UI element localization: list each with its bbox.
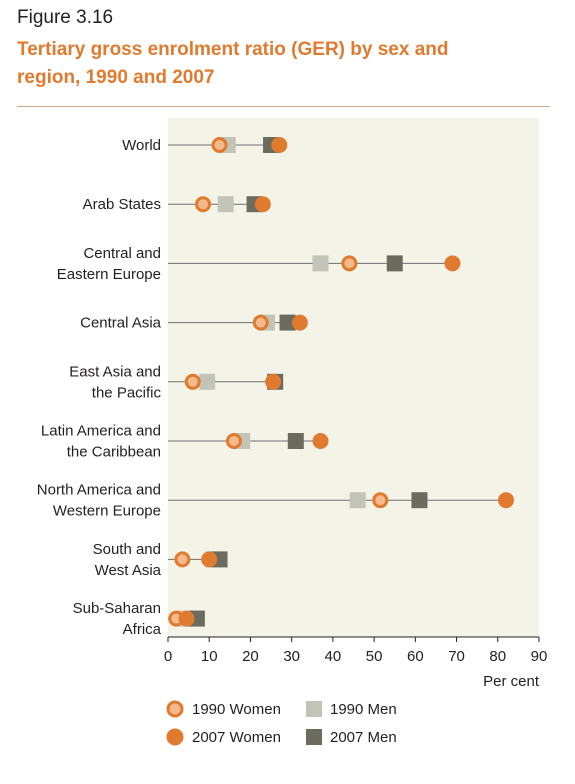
marker-1990-women-arab-states	[195, 196, 212, 213]
x-tick-label-70: 70	[448, 648, 465, 665]
legend-item-2007-men: 2007 Men	[302, 727, 397, 747]
x-tick-label-30: 30	[283, 648, 300, 665]
x-tick-label-40: 40	[325, 648, 342, 665]
marker-1990-men-east-asia-and-the-pacific	[199, 373, 216, 390]
category-label-world: World	[122, 137, 161, 154]
chart-title-line-1: Tertiary gross enrolment ratio (GER) by …	[17, 39, 449, 60]
marker-2007-women-east-asia-and-the-pacific	[265, 373, 282, 390]
x-tick-label-0: 0	[164, 648, 172, 665]
title-divider	[17, 106, 550, 107]
marker-1990-women-central-and-eastern-europe	[341, 255, 358, 272]
x-tick-label-80: 80	[489, 648, 506, 665]
category-label-north-america-and-western-europe-1: North America and	[37, 482, 161, 499]
legend-label-2007-men: 2007 Men	[330, 728, 397, 746]
legend-symbol-1990-women	[166, 700, 184, 718]
marker-1990-men-central-and-eastern-europe	[312, 255, 329, 272]
marker-2007-women-arab-states	[254, 196, 271, 213]
legend-symbol-1990-men	[306, 701, 322, 717]
figure-label: Figure 3.16	[17, 7, 114, 28]
marker-2007-women-central-and-eastern-europe	[444, 255, 461, 272]
category-label-east-asia-and-the-pacific-2: the Pacific	[92, 384, 162, 401]
marker-2007-women-sub-saharan-africa	[178, 610, 195, 627]
marker-2007-men-central-asia	[279, 314, 296, 331]
category-label-latin-america-and-the-caribbean-2: the Caribbean	[67, 444, 161, 461]
marker-1990-women-world	[211, 137, 228, 153]
category-label-north-america-and-western-europe-2: Western Europe	[53, 503, 161, 520]
marker-2007-women-latin-america-and-the-caribbean	[312, 433, 329, 449]
marker-1990-women-east-asia-and-the-pacific	[184, 373, 201, 390]
legend-symbol-2007-men	[306, 729, 322, 745]
marker-2007-women-world	[271, 137, 288, 153]
category-label-sub-saharan-africa-1: Sub-Saharan	[73, 600, 161, 617]
category-label-east-asia-and-the-pacific-1: East Asia and	[69, 363, 161, 380]
marker-2007-women-north-america-and-western-europe	[498, 492, 515, 509]
category-label-arab-states: Arab States	[83, 196, 161, 213]
marker-2007-men-north-america-and-western-europe	[411, 492, 428, 509]
category-label-sub-saharan-africa-2: Africa	[123, 621, 162, 638]
x-tick-label-50: 50	[366, 648, 383, 665]
x-axis-title: Per cent	[483, 673, 540, 690]
marker-1990-women-south-and-west-asia	[174, 551, 191, 568]
legend-item-2007-women: 2007 Women	[164, 727, 281, 747]
category-label-central-asia: Central Asia	[80, 315, 162, 332]
category-label-central-and-eastern-europe-2: Eastern Europe	[57, 266, 161, 283]
marker-2007-men-central-and-eastern-europe	[386, 255, 403, 272]
marker-2007-men-latin-america-and-the-caribbean	[287, 433, 304, 449]
legend-symbol-2007-women	[166, 728, 184, 746]
x-tick-label-20: 20	[242, 648, 259, 665]
legend-item-1990-women: 1990 Women	[164, 699, 281, 719]
legend-item-1990-men: 1990 Men	[302, 699, 397, 719]
category-label-south-and-west-asia-2: West Asia	[95, 562, 162, 579]
marker-2007-women-central-asia	[291, 314, 308, 331]
dot-plot-chart: 0 10 20 30 40 50 60 70 80 90 Per cent World Arab Sta…	[37, 118, 548, 690]
category-label-latin-america-and-the-caribbean-1: Latin America and	[41, 423, 161, 440]
x-tick-label-90: 90	[531, 648, 548, 665]
chart-title-line-2: region, 1990 and 2007	[17, 67, 215, 88]
category-label-south-and-west-asia-1: South and	[93, 541, 161, 558]
legend-label-1990-women: 1990 Women	[192, 700, 281, 718]
marker-2007-women-south-and-west-asia	[201, 551, 218, 568]
marker-1990-women-north-america-and-western-europe	[372, 492, 389, 509]
legend-label-1990-men: 1990 Men	[330, 700, 397, 718]
chart-title: Tertiary gross enrolment ratio (GER) by …	[17, 36, 547, 92]
marker-1990-women-central-asia	[252, 314, 269, 331]
marker-1990-women-latin-america-and-the-caribbean	[225, 433, 242, 449]
marker-1990-men-arab-states	[217, 196, 234, 213]
legend-label-2007-women: 2007 Women	[192, 728, 281, 746]
marker-1990-men-north-america-and-western-europe	[349, 492, 366, 509]
x-tick-label-60: 60	[407, 648, 424, 665]
x-tick-label-10: 10	[201, 648, 218, 665]
category-label-central-and-eastern-europe-1: Central and	[83, 245, 161, 262]
